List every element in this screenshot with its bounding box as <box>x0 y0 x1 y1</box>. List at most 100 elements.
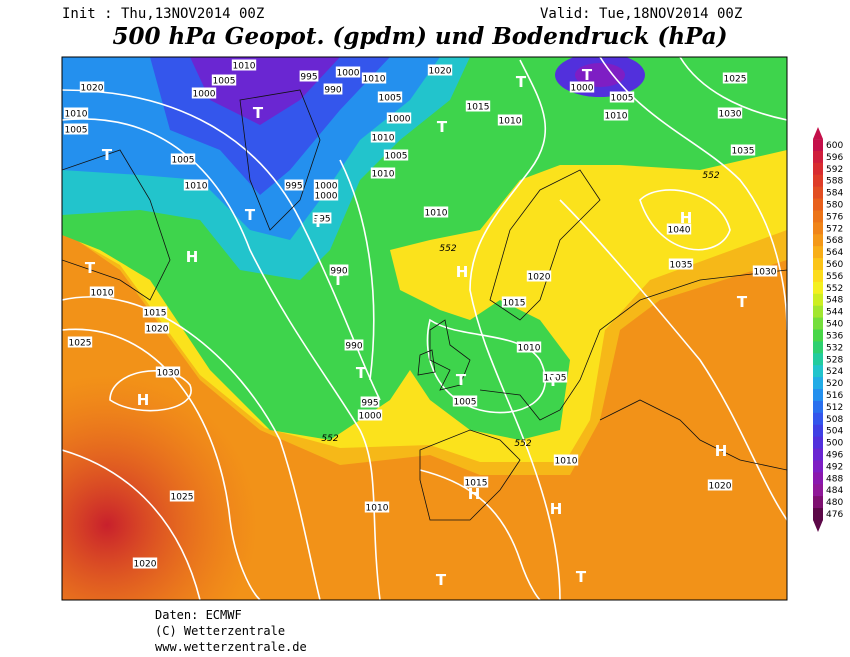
isobar-label-box <box>231 59 257 71</box>
isobar-label-box <box>383 149 409 161</box>
pressure-center: T <box>313 213 324 231</box>
isobar-label-box <box>329 264 349 276</box>
website: www.wetterzentrale.de <box>155 640 307 654</box>
isobar-label-box <box>717 107 743 119</box>
colorbar-label: 556 <box>826 272 843 282</box>
isobar-label: 1010 <box>372 169 395 179</box>
isobar-label-box <box>730 144 756 156</box>
isobar-label: 1010 <box>65 109 88 119</box>
isobar-label: 1000 <box>315 191 338 201</box>
isobar-label-box <box>67 336 93 348</box>
colorbar-label: 516 <box>826 391 843 401</box>
isobar-label: 1010 <box>555 456 578 466</box>
colorbar-cell <box>813 258 823 271</box>
isobar-label: 1010 <box>372 133 395 143</box>
pressure-center: T <box>516 73 527 91</box>
isobar-label: 1035 <box>732 146 755 156</box>
isobar-label: 1010 <box>366 503 389 513</box>
colorbar-cell <box>813 496 823 509</box>
isobar-label-box <box>427 64 453 76</box>
colorbar-cell <box>813 210 823 223</box>
copyright: (C) Wetterzentrale <box>155 624 285 638</box>
colorbar-cell <box>813 150 823 164</box>
colorbar-cell <box>813 293 823 307</box>
isobar-label: 990 <box>345 341 362 351</box>
isobar-label: 995 <box>361 398 378 408</box>
colorbar-cell <box>813 174 823 188</box>
isobar-label: 990 <box>330 266 347 276</box>
isobar-label-box <box>569 81 595 93</box>
isobar-label-box <box>668 258 694 270</box>
isobar-label-box <box>142 306 168 318</box>
isobar-label: 990 <box>324 85 341 95</box>
colorbar-label: 520 <box>826 379 843 389</box>
colorbar-label: 552 <box>826 284 843 294</box>
isobar-label-box <box>144 322 170 334</box>
pressure-center: H <box>715 442 728 460</box>
valid-time: Valid: Tue,18NOV2014 00Z <box>540 6 742 22</box>
isobar-label: 1015 <box>465 478 488 488</box>
colorbar-cell <box>813 162 823 176</box>
isobar-label-box <box>183 179 209 191</box>
pressure-center: T <box>576 568 587 586</box>
pressure-center: T <box>253 104 264 122</box>
colorbar-tip <box>813 127 823 140</box>
isobar-label: 1005 <box>65 125 88 135</box>
isobar-label-box <box>423 206 449 218</box>
isobar-label-box <box>89 286 115 298</box>
isobar-label-box <box>752 265 778 277</box>
isobar-label-box <box>465 100 491 112</box>
isobar-label-box <box>497 114 523 126</box>
isobar-label-box <box>357 409 383 421</box>
colorbar-cell <box>813 508 823 521</box>
colorbar-label: 524 <box>826 367 843 377</box>
colorbar-label: 532 <box>826 343 843 353</box>
pressure-center: T <box>85 259 96 277</box>
isobar-label-box <box>155 366 181 378</box>
isobar-label: 1005 <box>379 93 402 103</box>
isobar-label: 1030 <box>719 109 742 119</box>
isobar-label-box <box>344 339 364 351</box>
colorbar-cell <box>813 281 823 295</box>
isobar-label-box <box>603 109 629 121</box>
isobar-label: 1020 <box>146 324 169 334</box>
colorbar-label: 512 <box>826 403 843 413</box>
colorbar-label: 592 <box>826 165 843 175</box>
colorbar-label: 480 <box>826 498 843 508</box>
isobar-label: 1010 <box>425 208 448 218</box>
isobar-label: 1035 <box>670 260 693 270</box>
colorbar-label: 528 <box>826 355 843 365</box>
colorbar-cell <box>813 341 823 354</box>
colorbar-cell <box>813 400 823 414</box>
isobar-label: 995 <box>313 214 330 224</box>
isobar-label: 1005 <box>611 93 634 103</box>
isobar-label: 1000 <box>315 181 338 191</box>
isobar-label: 1020 <box>528 272 551 282</box>
pressure-center: H <box>550 500 563 518</box>
isobar-label: 1005 <box>544 373 567 383</box>
isobar-label: 1025 <box>69 338 92 348</box>
isobar-label: 1010 <box>233 61 256 71</box>
isobar-label: 995 <box>285 181 302 191</box>
colorbar-label: 488 <box>826 474 843 484</box>
colorbar-label: 564 <box>826 248 843 258</box>
contour-label: 552 <box>439 244 456 254</box>
pressure-center: T <box>102 146 113 164</box>
pressure-center: T <box>356 364 367 382</box>
colorbar-cell <box>813 139 823 152</box>
isobar-label: 1020 <box>134 559 157 569</box>
isobar-label: 1005 <box>213 76 236 86</box>
colorbar-label: 500 <box>826 439 843 449</box>
isobar-label-box <box>284 179 304 191</box>
isobar-label-box <box>553 454 579 466</box>
colorbar-cell <box>813 365 823 378</box>
colorbar-cell <box>813 317 823 330</box>
pressure-center: T <box>582 66 593 84</box>
colorbar-label: 600 <box>826 141 843 151</box>
isobar-label-box <box>666 223 692 235</box>
isobar-label: 1040 <box>668 225 691 235</box>
colorbar-label: 540 <box>826 320 843 330</box>
colorbar-cell <box>813 412 823 426</box>
colorbar-label: 496 <box>826 450 843 460</box>
